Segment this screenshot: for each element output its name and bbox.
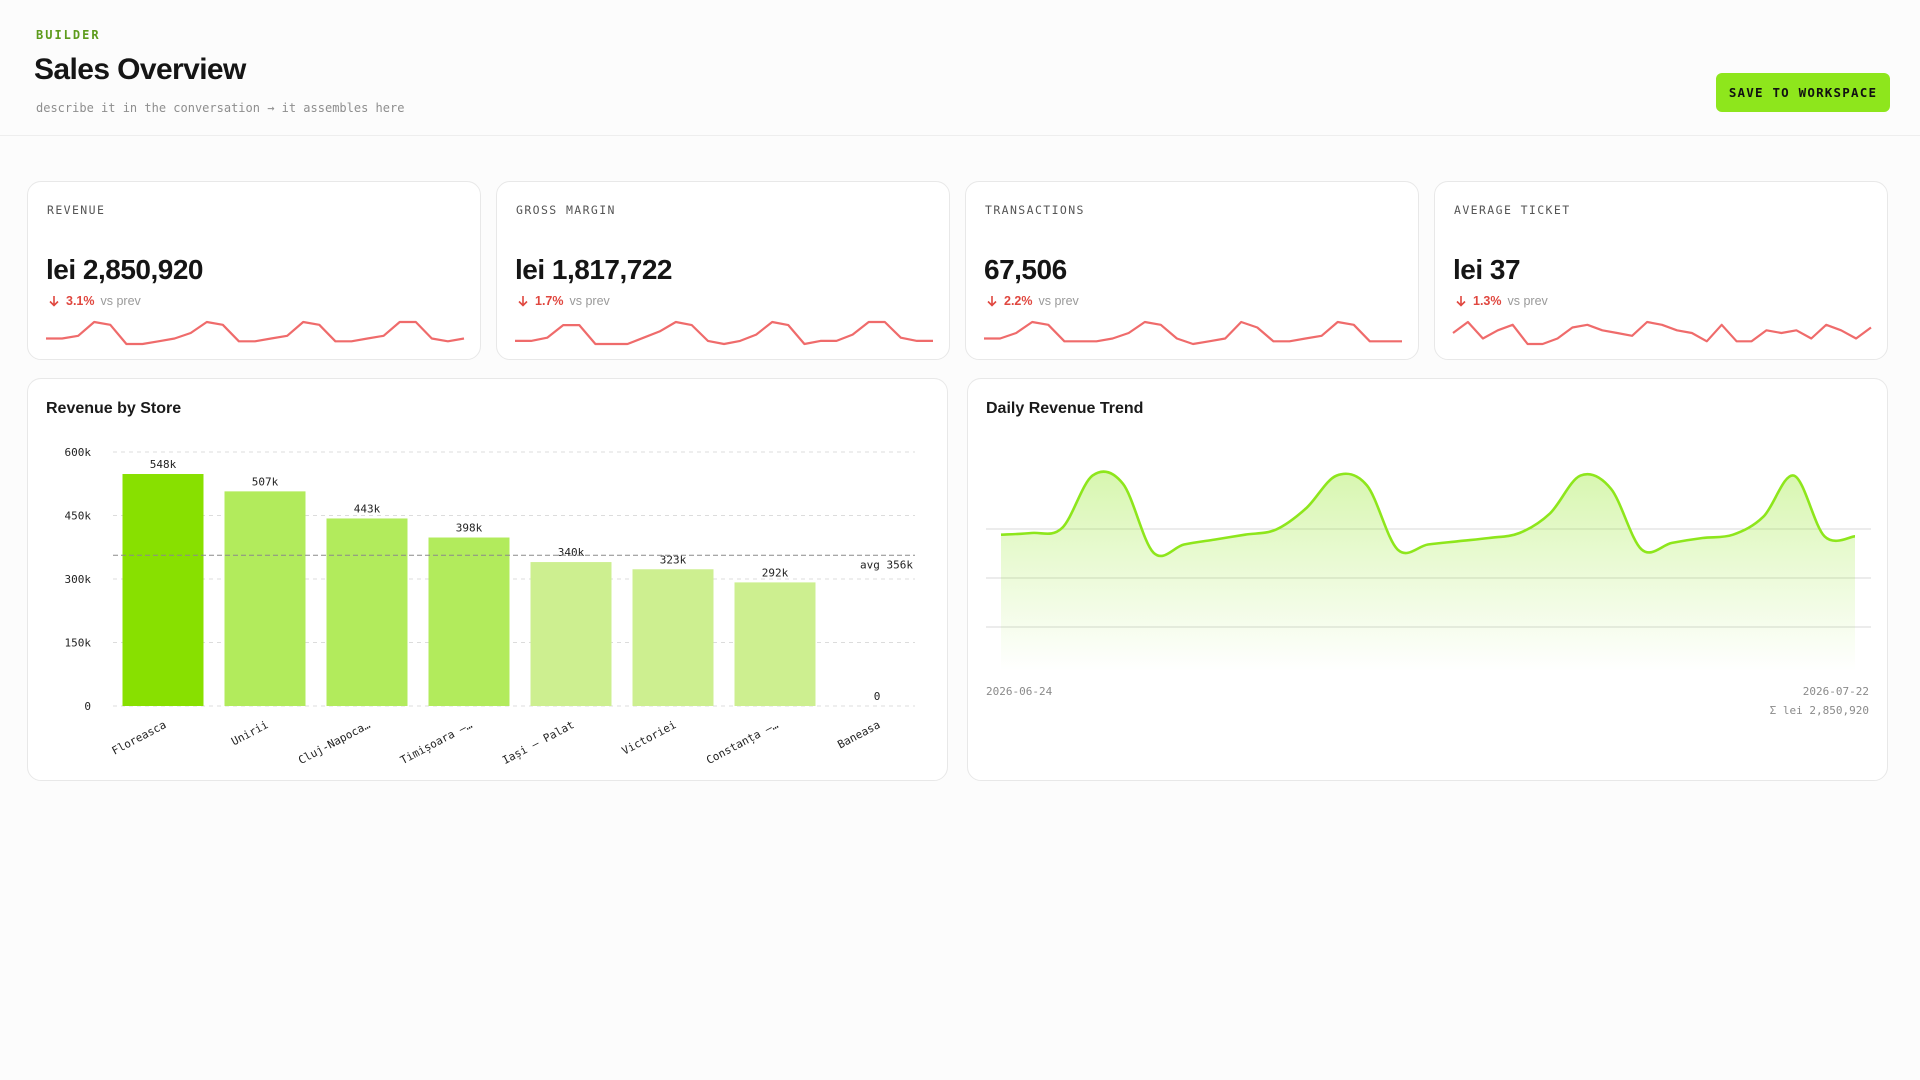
chart-title: Revenue by Store — [46, 400, 182, 417]
kpi-value: 67,506 — [984, 254, 1067, 285]
kpi-card-average-ticket: AVERAGE TICKET lei 37 1.3% vs prev — [1434, 181, 1888, 360]
sparkline-series — [515, 320, 933, 346]
sparkline-series — [984, 320, 1402, 346]
kpi-delta-suffix: vs prev — [100, 294, 141, 308]
bar — [734, 582, 816, 706]
daily-revenue-trend-chart — [986, 470, 1871, 671]
page-title: Sales Overview — [34, 53, 246, 86]
kpi-sparkline — [46, 320, 465, 346]
average-label: avg 356k — [860, 558, 913, 571]
trend-line — [1000, 470, 1856, 558]
bar — [224, 491, 306, 706]
y-tick-label: 150k — [65, 637, 92, 650]
page-subtitle: describe it in the conversation → it ass… — [36, 101, 405, 115]
bar — [326, 518, 408, 706]
kpi-label: AVERAGE TICKET — [1454, 203, 1571, 217]
bar-value-label: 292k — [762, 566, 789, 579]
revenue-by-store-card: Revenue by Store 0 150k 300k 450k 600k 548k Fl… — [27, 378, 948, 781]
y-tick-label: 450k — [65, 510, 92, 523]
kpi-delta: 1.3% vs prev — [1454, 294, 1548, 308]
y-tick-label: 600k — [65, 446, 92, 459]
area-fill — [1001, 471, 1855, 671]
arrow-down-icon — [1456, 296, 1466, 307]
sparkline-series — [46, 320, 465, 346]
kpi-delta: 3.1% vs prev — [47, 294, 141, 308]
kpi-value: lei 1,817,722 — [515, 254, 672, 285]
kpi-sparkline — [984, 320, 1402, 346]
kpi-card-revenue: REVENUE lei 2,850,920 3.1% vs prev — [27, 181, 481, 360]
kpi-delta-value: 1.7% — [535, 294, 564, 308]
bar-value-label: 0 — [874, 690, 881, 703]
arrow-down-icon — [49, 296, 59, 307]
bar-value-label: 398k — [456, 522, 483, 535]
bar — [428, 537, 510, 706]
kpi-card-transactions: TRANSACTIONS 67,506 2.2% vs prev — [965, 181, 1419, 360]
kpi-delta-suffix: vs prev — [1507, 294, 1548, 308]
kpi-label: REVENUE — [47, 203, 106, 217]
kpi-sparkline — [1452, 320, 1872, 346]
kpi-delta: 2.2% vs prev — [985, 294, 1079, 308]
kpi-label: GROSS MARGIN — [516, 203, 616, 217]
kpi-delta: 1.7% vs prev — [516, 294, 610, 308]
arrow-down-icon — [518, 296, 528, 307]
page-header: BUILDER Sales Overview describe it in th… — [0, 0, 1920, 136]
section-eyebrow: BUILDER — [36, 28, 101, 42]
x-tick-label: Baneasa — [835, 718, 882, 751]
kpi-label: TRANSACTIONS — [985, 203, 1085, 217]
x-tick-label: Cluj-Napoca… — [296, 718, 373, 767]
bar-value-label: 323k — [660, 553, 687, 566]
trend-end-date: 2026-07-22 — [1802, 685, 1869, 698]
x-tick-label: Timișoara —… — [398, 718, 475, 767]
kpi-value: lei 37 — [1453, 254, 1521, 285]
trend-start-date: 2026-06-24 — [986, 685, 1053, 698]
kpi-value: lei 2,850,920 — [46, 254, 203, 285]
save-to-workspace-button[interactable]: SAVE TO WORKSPACE — [1716, 73, 1890, 112]
bar — [530, 562, 612, 706]
bar — [632, 569, 714, 706]
kpi-delta-value: 2.2% — [1004, 294, 1033, 308]
kpi-card-gross-margin: GROSS MARGIN lei 1,817,722 1.7% vs prev — [496, 181, 950, 360]
kpi-delta-value: 1.3% — [1473, 294, 1502, 308]
x-tick-label: Victoriei — [620, 718, 679, 757]
chart-title: Daily Revenue Trend — [986, 400, 1144, 417]
kpi-sparkline — [515, 320, 933, 346]
x-tick-label: Constanța —… — [704, 718, 781, 767]
bar — [122, 474, 204, 706]
daily-revenue-trend-card: Daily Revenue Trend 2026-06-24 2026-07-2… — [967, 378, 1888, 781]
sparkline-series — [1452, 320, 1872, 346]
x-tick-label: Floreasca — [110, 718, 169, 757]
kpi-delta-suffix: vs prev — [1038, 294, 1079, 308]
bar-value-label: 548k — [150, 458, 177, 471]
bar-value-label: 443k — [354, 502, 381, 515]
x-tick-label: Unirii — [229, 718, 270, 748]
bar-value-label: 507k — [252, 475, 279, 488]
x-tick-label: Iași — Palat — [500, 718, 576, 767]
bar-value-label: 340k — [558, 546, 585, 559]
revenue-by-store-chart: 0 150k 300k 450k 600k 548k Floreasca 507k Unirii… — [65, 446, 915, 767]
arrow-down-icon — [987, 296, 997, 307]
y-tick-label: 300k — [65, 573, 92, 586]
y-tick-label: 0 — [84, 700, 91, 713]
kpi-delta-value: 3.1% — [66, 294, 95, 308]
trend-total: Σ lei 2,850,920 — [1769, 704, 1869, 717]
kpi-delta-suffix: vs prev — [569, 294, 610, 308]
